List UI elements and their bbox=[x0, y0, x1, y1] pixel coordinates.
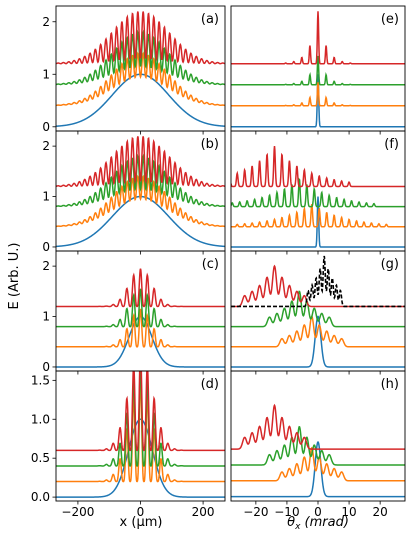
panel-e: (e) bbox=[230, 5, 406, 135]
y-axis-label: E (Arb. U.) bbox=[7, 243, 22, 310]
x-tick-label: −200 bbox=[61, 505, 94, 519]
panel-g: (g) bbox=[230, 250, 406, 375]
x-tick-label: −10 bbox=[274, 505, 299, 519]
x-axis-label-left: x (μm) bbox=[120, 515, 163, 530]
series-line-orange bbox=[231, 446, 405, 482]
series-line-green bbox=[56, 153, 225, 208]
plot-area bbox=[56, 11, 225, 127]
series-line-orange bbox=[231, 82, 405, 107]
panel-label: (h) bbox=[381, 377, 399, 392]
panel-a: 0 1 2 (a) bbox=[42, 5, 226, 135]
series-line-green bbox=[56, 371, 225, 467]
x-tick-label: 200 bbox=[192, 505, 215, 519]
series-line-orange bbox=[231, 204, 405, 228]
panel-label: (e) bbox=[381, 12, 399, 27]
panel-label: (a) bbox=[201, 12, 219, 27]
plot-area bbox=[56, 371, 225, 498]
series-line-red bbox=[56, 268, 225, 308]
panel-c: 0 1 2 (c) bbox=[42, 250, 226, 375]
series-line-red bbox=[231, 264, 405, 308]
series-line-red bbox=[231, 146, 405, 188]
plot-area bbox=[56, 136, 225, 248]
panel-label: (d) bbox=[201, 377, 219, 392]
x-tick-label: 0 bbox=[314, 505, 322, 519]
x-tick-label: 20 bbox=[373, 505, 388, 519]
panel-label: (c) bbox=[202, 257, 219, 272]
series-line-orange bbox=[231, 315, 405, 348]
panel-frame bbox=[230, 250, 406, 372]
series-line-green bbox=[56, 29, 225, 86]
series-line-red bbox=[56, 11, 225, 65]
x-label-subscript: x bbox=[294, 522, 301, 532]
series-line-green bbox=[231, 55, 405, 86]
series-line-green bbox=[231, 425, 405, 466]
series-line-red bbox=[56, 136, 225, 188]
series-line-orange bbox=[56, 174, 225, 228]
y-tick-label: 0 bbox=[42, 120, 50, 134]
panel-label: (b) bbox=[201, 137, 219, 152]
y-tick-label: 1 bbox=[42, 67, 50, 81]
panel-label: (f) bbox=[384, 137, 399, 152]
y-tick-label: 2 bbox=[42, 15, 50, 29]
y-tick-label: 0.5 bbox=[31, 451, 50, 465]
panel-h: −20 −10 0 10 20 (h) bbox=[230, 370, 406, 519]
panel-b: 0 1 2 (b) bbox=[42, 130, 226, 255]
panels-layer: 0 1 2 (a) (e) 0 1 2 (b) (f) 0 1 2 (c) (g) 0.0 0.5 1.0 1.5 −… bbox=[31, 5, 406, 519]
y-tick-label: 2 bbox=[42, 139, 50, 153]
x-tick-label: 10 bbox=[341, 505, 356, 519]
series-line-green bbox=[231, 177, 405, 208]
series-line-dashed-black bbox=[231, 255, 405, 308]
series-line-blue bbox=[56, 418, 225, 498]
y-tick-label: 1.5 bbox=[31, 373, 50, 387]
x-label-symbol: θ bbox=[287, 515, 295, 530]
x-tick-label: −20 bbox=[243, 505, 268, 519]
series-line-orange bbox=[56, 308, 225, 348]
plot-area bbox=[231, 11, 405, 128]
x-tick-label: 0 bbox=[137, 505, 145, 519]
series-line-green bbox=[56, 288, 225, 328]
plot-area bbox=[231, 255, 405, 368]
plot-area bbox=[56, 268, 225, 368]
x-label-unit: (mrad) bbox=[305, 515, 349, 530]
panel-f: (f) bbox=[230, 130, 406, 255]
panel-d: 0.0 0.5 1.0 1.5 −200 0 200 (d) bbox=[31, 370, 226, 519]
x-axis-label-right: θx (mrad) bbox=[287, 515, 349, 532]
y-tick-label: 1 bbox=[42, 190, 50, 204]
series-line-orange bbox=[56, 51, 225, 107]
series-line-green bbox=[231, 290, 405, 328]
plot-area bbox=[231, 403, 405, 498]
series-line-blue bbox=[56, 315, 225, 368]
panel-label: (g) bbox=[381, 257, 399, 272]
panel-frame bbox=[230, 130, 406, 252]
panel-frame bbox=[55, 5, 226, 132]
series-line-blue bbox=[231, 196, 405, 248]
y-tick-label: 2 bbox=[42, 259, 50, 273]
y-tick-label: 1.0 bbox=[31, 412, 50, 426]
y-tick-label: 0.0 bbox=[31, 490, 50, 504]
series-line-red bbox=[231, 11, 405, 65]
series-line-blue bbox=[231, 315, 405, 368]
y-tick-label: 0 bbox=[42, 360, 50, 374]
series-line-blue bbox=[231, 440, 405, 498]
series-line-blue bbox=[231, 74, 405, 128]
plot-area bbox=[231, 146, 405, 248]
y-tick-label: 0 bbox=[42, 240, 50, 254]
y-tick-label: 1 bbox=[42, 310, 50, 324]
series-line-red bbox=[231, 403, 405, 450]
series-line-red bbox=[56, 371, 225, 452]
